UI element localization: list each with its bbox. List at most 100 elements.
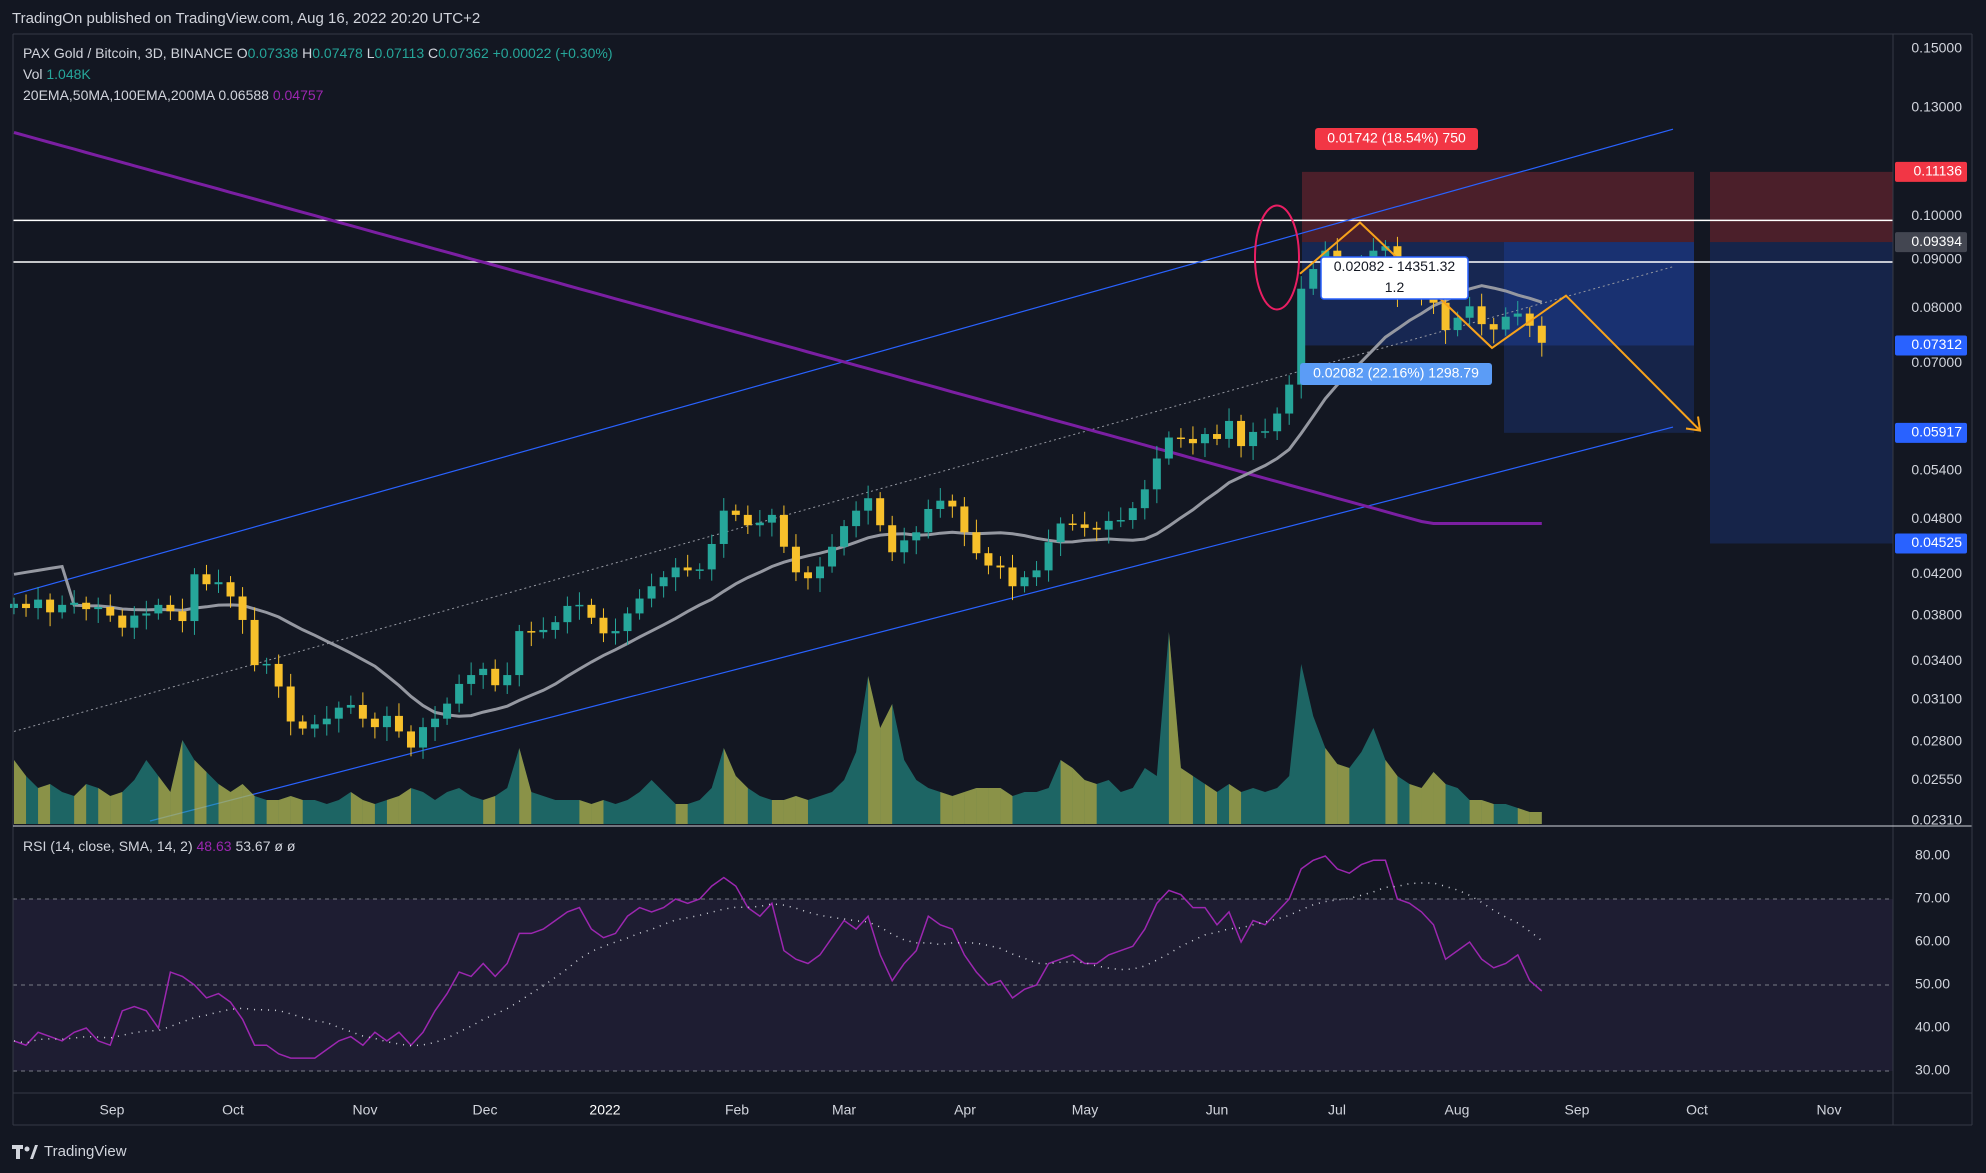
candle-body: [238, 596, 247, 620]
candle-body: [984, 553, 993, 566]
candle-body: [503, 675, 512, 686]
time-axis-label: 2022: [589, 1102, 620, 1118]
candle-body: [1068, 523, 1077, 525]
volume-segment: [1325, 748, 1338, 824]
legend-rsi-extra-1: ø: [274, 838, 283, 854]
candle-body: [1477, 306, 1486, 325]
candle-body: [719, 510, 728, 544]
candle-body: [671, 567, 680, 578]
rsi-axis-tick: 30.00: [1915, 1062, 1950, 1078]
candle-body: [647, 586, 656, 599]
rsi-sma-line: [13, 882, 1543, 1047]
ratio-label-border: [1320, 256, 1469, 300]
rsi-pane[interactable]: [13, 828, 1893, 1090]
ma-100-line: [13, 284, 1543, 718]
legend-high: 0.07478: [312, 45, 363, 61]
candle-body: [1213, 434, 1221, 439]
time-axis-label: Oct: [222, 1102, 244, 1118]
price-axis-tick: 0.09000: [1911, 250, 1962, 266]
candle-body: [563, 605, 572, 623]
volume-segment: [170, 740, 183, 824]
candle-body: [443, 703, 452, 719]
volume-segment: [591, 800, 604, 824]
time-axis-label: Mar: [832, 1102, 856, 1118]
target-label-text: 0.01742 (18.54%) 750: [1327, 130, 1466, 146]
price-axis-tick: 0.15000: [1911, 40, 1962, 56]
volume-segment: [1180, 768, 1193, 824]
candle-body: [803, 572, 812, 579]
candle-body: [130, 615, 139, 628]
legend-vol-value: 1.048K: [46, 66, 91, 82]
legend-rsi-row: RSI (14, close, SMA, 14, 2) 48.63 53.67 …: [23, 838, 295, 854]
price-pane[interactable]: [13, 34, 1893, 825]
legend-open-label: O: [236, 45, 248, 61]
ratio-label-text: 0.02082 - 14351.32: [1334, 258, 1456, 274]
projection-zone: [1504, 242, 1694, 433]
target-zone-2: [1710, 171, 1893, 243]
volume-segment: [940, 792, 953, 824]
candle-body: [779, 514, 788, 547]
volume-segment: [1204, 784, 1217, 824]
candle-body: [250, 619, 259, 666]
legend-open: 0.07338: [247, 45, 299, 61]
candle-body: [912, 532, 921, 541]
volume-segment: [1433, 772, 1446, 824]
candle-body: [1104, 520, 1113, 530]
candle-body: [154, 604, 163, 614]
price-badge-text: 0.11136: [1913, 163, 1962, 179]
legend-vol-label: Vol: [23, 66, 43, 82]
legend-low-label: L: [366, 45, 375, 61]
volume-segment: [110, 792, 123, 824]
candle-body: [611, 631, 620, 634]
candle-body: [431, 718, 440, 728]
volume-segment: [362, 800, 375, 824]
volume-segment: [218, 784, 231, 824]
candle-body: [346, 704, 355, 708]
volume-segment: [1469, 800, 1482, 824]
candle-body: [731, 510, 740, 515]
volume-segment: [771, 800, 784, 824]
candle-body: [1249, 431, 1258, 447]
candle-body: [1465, 306, 1474, 318]
footer-brand[interactable]: TradingView: [12, 1143, 127, 1160]
candle-body: [1261, 431, 1270, 433]
price-badge-text: 0.09394: [1911, 233, 1962, 249]
candle-body: [816, 566, 825, 579]
candle-body: [659, 577, 668, 587]
legend-change: +0.00022 (+0.30%): [492, 45, 613, 61]
candle-body: [1080, 524, 1089, 528]
candle-body: [479, 668, 488, 676]
candle-body: [94, 606, 103, 610]
price-axis-tick: 0.04200: [1911, 565, 1962, 581]
volume-segment: [1168, 632, 1181, 824]
candle-body: [852, 510, 861, 527]
candle-body: [1140, 489, 1149, 509]
volume-segment: [38, 784, 51, 824]
legend-rsi-label: RSI (14, close, SMA, 14, 2): [23, 838, 193, 854]
candle-body: [599, 617, 608, 634]
candle-body: [298, 721, 307, 729]
candle-body: [623, 613, 632, 632]
candle-body: [467, 675, 476, 684]
candle-body: [527, 631, 536, 633]
price-badge: [1895, 422, 1967, 443]
candle-body: [1176, 437, 1185, 440]
candle-body: [1489, 324, 1498, 330]
legend-rsi-sma: 53.67: [235, 838, 271, 854]
volume-segment: [964, 788, 977, 824]
candle-body: [683, 567, 692, 571]
candle-body: [22, 603, 31, 609]
legend-symbol-row: PAX Gold / Bitcoin, 3D, BINANCE O0.07338…: [23, 45, 613, 61]
volume-segment: [398, 788, 411, 824]
candle-body: [262, 663, 271, 666]
price-badge: [1895, 335, 1967, 356]
volume-segment: [1000, 788, 1013, 824]
price-axis-tick: 0.02800: [1911, 732, 1962, 748]
time-axis-label: Sep: [1565, 1102, 1590, 1118]
candle-body: [142, 613, 151, 616]
price-axis-tick: 0.08000: [1911, 299, 1962, 315]
candle-body: [996, 565, 1005, 568]
volume-segment: [98, 788, 111, 824]
candle-body: [1164, 437, 1173, 459]
